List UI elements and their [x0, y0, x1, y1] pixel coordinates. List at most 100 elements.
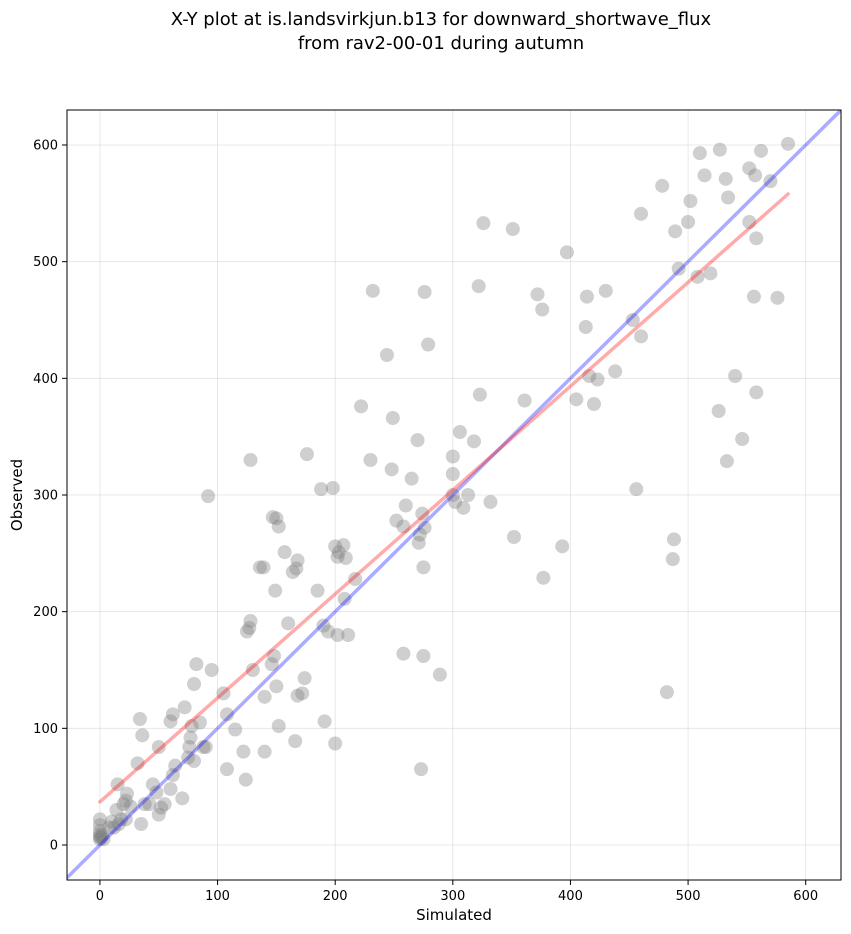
data-point-99 — [341, 628, 356, 642]
data-point-39 — [177, 700, 192, 715]
data-point-182 — [770, 290, 785, 305]
data-point-69 — [267, 649, 282, 663]
data-point-106 — [385, 411, 400, 425]
data-point-163 — [690, 269, 705, 284]
data-point-120 — [417, 520, 432, 535]
data-point-145 — [579, 289, 594, 304]
data-point-75 — [277, 545, 292, 560]
data-point-42 — [183, 730, 198, 745]
data-point-105 — [384, 462, 399, 477]
data-point-77 — [285, 565, 300, 579]
data-point-58 — [239, 624, 254, 639]
data-point-44 — [187, 677, 202, 691]
data-point-143 — [569, 392, 584, 407]
data-point-180 — [754, 143, 769, 158]
data-point-26 — [142, 797, 157, 812]
data-point-170 — [719, 454, 734, 469]
data-point-132 — [472, 387, 487, 402]
data-point-5 — [92, 812, 107, 827]
data-point-2 — [92, 827, 107, 842]
chart-title: X-Y plot at is.landsvirkjun.b13 for down… — [171, 9, 712, 54]
data-point-46 — [189, 657, 204, 672]
data-point-141 — [555, 539, 570, 554]
data-point-84 — [299, 447, 314, 462]
data-point-10 — [104, 814, 119, 829]
data-point-28 — [149, 785, 164, 800]
data-point-153 — [634, 329, 649, 344]
data-point-90 — [325, 481, 340, 495]
data-point-117 — [416, 649, 431, 663]
data-point-76 — [281, 616, 296, 631]
data-point-82 — [295, 686, 310, 701]
data-point-140 — [536, 570, 551, 585]
data-point-177 — [748, 168, 763, 183]
data-point-103 — [365, 283, 380, 298]
data-point-150 — [608, 364, 623, 379]
data-point-4 — [92, 818, 107, 833]
data-point-175 — [742, 215, 757, 229]
data-point-12 — [109, 803, 124, 817]
data-point-138 — [530, 287, 545, 302]
y-tick-label-2: 200 — [33, 605, 58, 620]
data-point-147 — [586, 397, 601, 411]
data-point-130 — [466, 434, 481, 449]
data-point-101 — [354, 399, 369, 414]
data-point-173 — [735, 432, 750, 446]
data-point-126 — [448, 495, 463, 509]
x-tick-label-3: 300 — [440, 889, 465, 904]
data-point-152 — [629, 482, 644, 497]
data-point-104 — [379, 348, 394, 362]
data-point-68 — [265, 510, 280, 525]
data-point-159 — [668, 224, 683, 239]
y-axis-label: Observed — [8, 459, 26, 531]
data-point-161 — [681, 215, 696, 229]
data-point-81 — [290, 553, 305, 568]
y-tick-label-0: 0 — [50, 839, 58, 854]
y-tick-label-3: 300 — [33, 489, 58, 504]
data-point-114 — [412, 527, 427, 542]
data-point-71 — [269, 679, 284, 694]
data-point-88 — [317, 714, 332, 729]
data-point-43 — [184, 719, 199, 733]
data-point-158 — [666, 532, 681, 547]
y-tick-label-6: 600 — [33, 139, 58, 154]
data-point-135 — [505, 222, 520, 236]
data-point-169 — [718, 171, 733, 186]
data-point-40 — [181, 750, 196, 765]
data-point-86 — [314, 482, 329, 497]
data-point-97 — [337, 591, 352, 606]
data-point-48 — [196, 740, 211, 754]
data-point-111 — [404, 471, 419, 486]
data-point-128 — [456, 500, 471, 515]
data-point-92 — [328, 736, 343, 751]
data-point-37 — [168, 758, 183, 773]
data-point-136 — [506, 530, 521, 544]
data-point-144 — [578, 320, 593, 334]
data-point-73 — [271, 519, 286, 534]
data-point-33 — [163, 714, 178, 729]
data-point-34 — [163, 782, 178, 796]
data-point-13 — [110, 777, 125, 792]
data-point-164 — [692, 146, 707, 161]
data-point-160 — [671, 261, 686, 276]
data-point-18 — [118, 793, 133, 808]
fit-line — [98, 192, 790, 804]
data-point-56 — [236, 744, 251, 759]
data-point-151 — [625, 313, 640, 327]
data-point-57 — [238, 772, 253, 787]
data-point-38 — [175, 791, 190, 806]
data-point-64 — [256, 560, 271, 575]
data-point-134 — [483, 495, 498, 509]
data-point-14 — [111, 817, 126, 831]
axis-ticks: 0 100 200 300 400 500 600 0 100 200 300 400 500 600 — [33, 139, 818, 905]
data-point-41 — [182, 740, 197, 754]
data-point-80 — [290, 688, 305, 703]
data-point-156 — [659, 685, 674, 700]
data-point-72 — [269, 511, 284, 526]
data-point-168 — [712, 142, 727, 157]
data-point-137 — [517, 393, 532, 408]
data-point-176 — [746, 289, 761, 304]
data-point-127 — [452, 425, 467, 439]
data-point-15 — [114, 812, 129, 827]
data-point-109 — [396, 519, 411, 534]
